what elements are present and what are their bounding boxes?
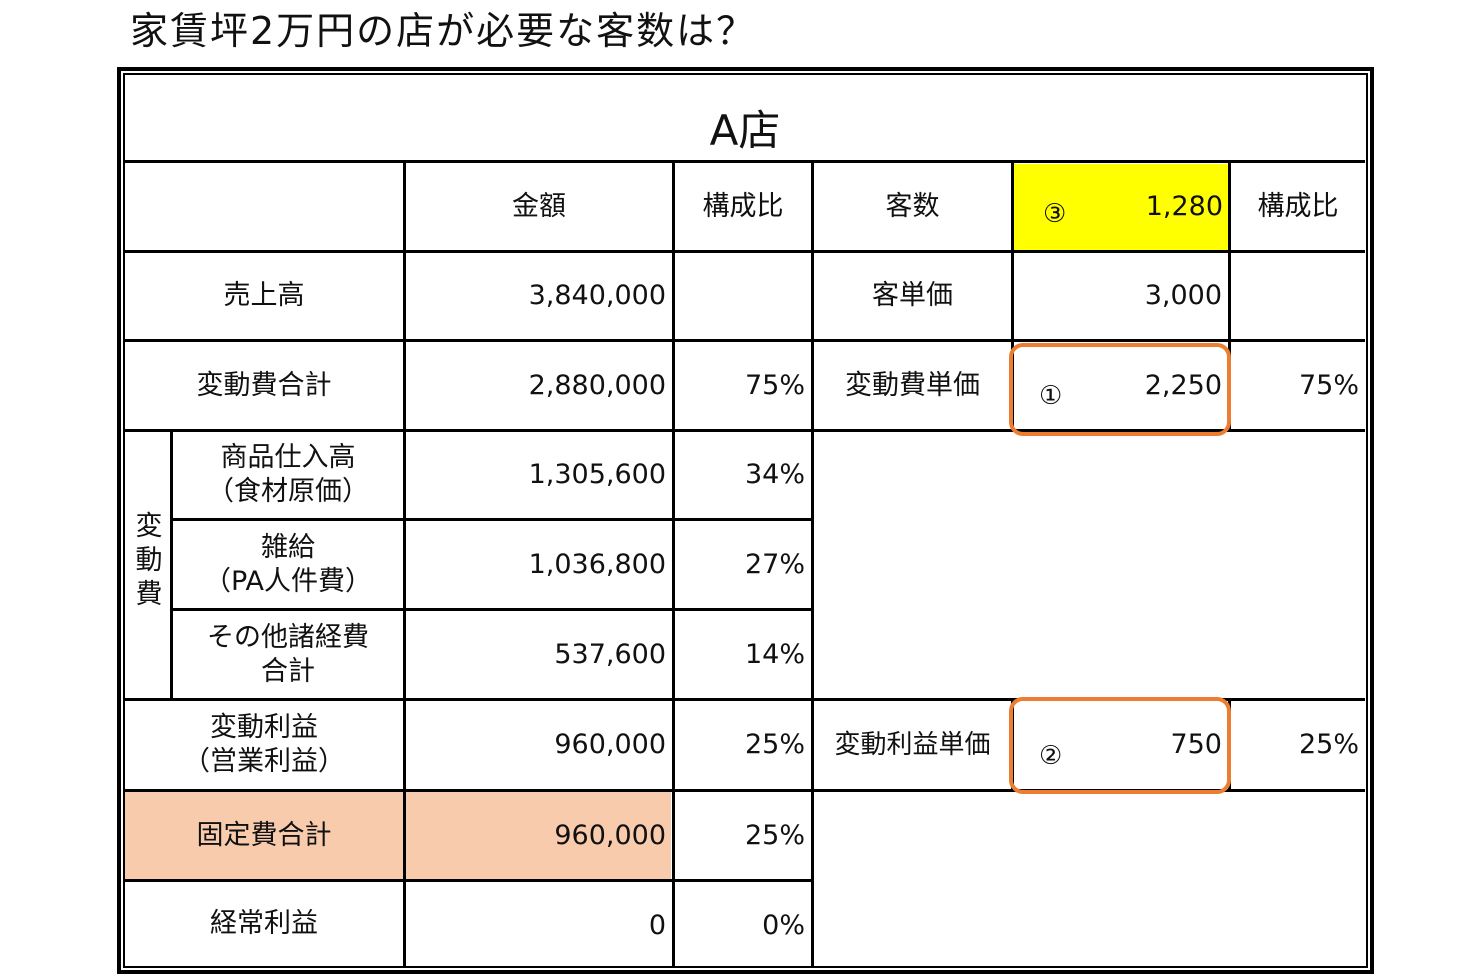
variable-unit-value: 2,250	[1144, 369, 1222, 401]
callout-box-1	[1009, 343, 1231, 436]
purchases-ratio: 34%	[744, 459, 805, 490]
sales-label: 売上高	[223, 280, 305, 311]
sales-ratio	[675, 253, 811, 339]
customers-value: 1,280	[1145, 191, 1223, 222]
grid-line	[403, 160, 406, 966]
header-customers: 客数	[885, 191, 940, 222]
unit-price-label: 客単価	[872, 280, 953, 311]
misc-wages-label: 雑給 （PA人件費）	[203, 531, 373, 597]
misc-wages-ratio: 27%	[744, 548, 805, 580]
header-ratio: 構成比	[702, 191, 784, 222]
variable-group-label: 変動費	[135, 511, 163, 610]
callout-box-2	[1009, 697, 1231, 794]
variable-profit-unit-marker: ②	[1039, 741, 1063, 771]
grid-line	[125, 339, 1365, 342]
table-outer-border	[117, 67, 1374, 974]
customers-marker: ③	[1043, 199, 1067, 229]
grid-line	[125, 250, 1365, 253]
other-expenses-ratio: 14%	[744, 638, 805, 670]
other-expenses-amount: 537,600	[554, 638, 666, 670]
variable-profit-unit-ratio: 25%	[1298, 729, 1359, 760]
fixed-total-label-bg	[125, 792, 671, 879]
grid-line	[125, 789, 1365, 792]
variable-unit-label: 変動費単価	[845, 369, 980, 401]
fixed-total-amount: 960,000	[554, 819, 666, 851]
ordinary-profit-ratio: 0%	[762, 910, 805, 941]
ordinary-profit-amount: 0	[648, 910, 666, 941]
variable-profit-unit-label: 変動利益単価	[834, 730, 991, 760]
variable-total-label: 変動費合計	[196, 369, 332, 401]
customers-value-cell: 1,280	[1014, 164, 1229, 250]
purchases-label: 商品仕入高 （食材原価）	[207, 442, 369, 507]
purchases-amount: 1,305,600	[528, 459, 666, 490]
variable-profit-amount: 960,000	[554, 729, 666, 760]
fixed-total-ratio: 25%	[744, 819, 805, 851]
grid-line	[1011, 160, 1014, 432]
table-inner-border	[123, 73, 1368, 968]
header-amount: 金額	[512, 191, 566, 222]
grid-line	[125, 698, 1365, 701]
grid-line	[811, 160, 814, 966]
unit-price-value: 3,000	[1144, 280, 1222, 311]
grid-line	[672, 160, 675, 966]
grid-line	[125, 879, 814, 882]
grid-line	[125, 429, 1365, 432]
variable-total-ratio: 75%	[744, 369, 805, 401]
misc-wages-amount: 1,036,800	[528, 548, 666, 580]
sales-amount: 3,840,000	[528, 280, 666, 311]
grid-line	[171, 608, 813, 611]
grid-line	[170, 429, 173, 701]
ordinary-profit-label: 経常利益	[210, 908, 318, 939]
other-expenses-label: その他諸経費 合計	[207, 621, 369, 687]
variable-unit-marker: ①	[1039, 381, 1063, 411]
fixed-total-label: 固定費合計	[196, 819, 332, 851]
header-ratio2: 構成比	[1257, 191, 1339, 222]
variable-profit-unit-value: 750	[1170, 729, 1222, 760]
variable-unit-ratio: 75%	[1298, 369, 1359, 401]
variable-profit-ratio: 25%	[744, 729, 805, 760]
grid-line	[171, 518, 813, 521]
grid-line	[125, 160, 1365, 163]
variable-total-amount: 2,880,000	[528, 369, 666, 401]
page-title: 家賃坪2万円の店が必要な客数は？	[130, 9, 757, 53]
variable-profit-label: 変動利益 （営業利益）	[183, 712, 345, 777]
store-title: A店	[709, 106, 781, 155]
grid-line	[1228, 160, 1231, 432]
